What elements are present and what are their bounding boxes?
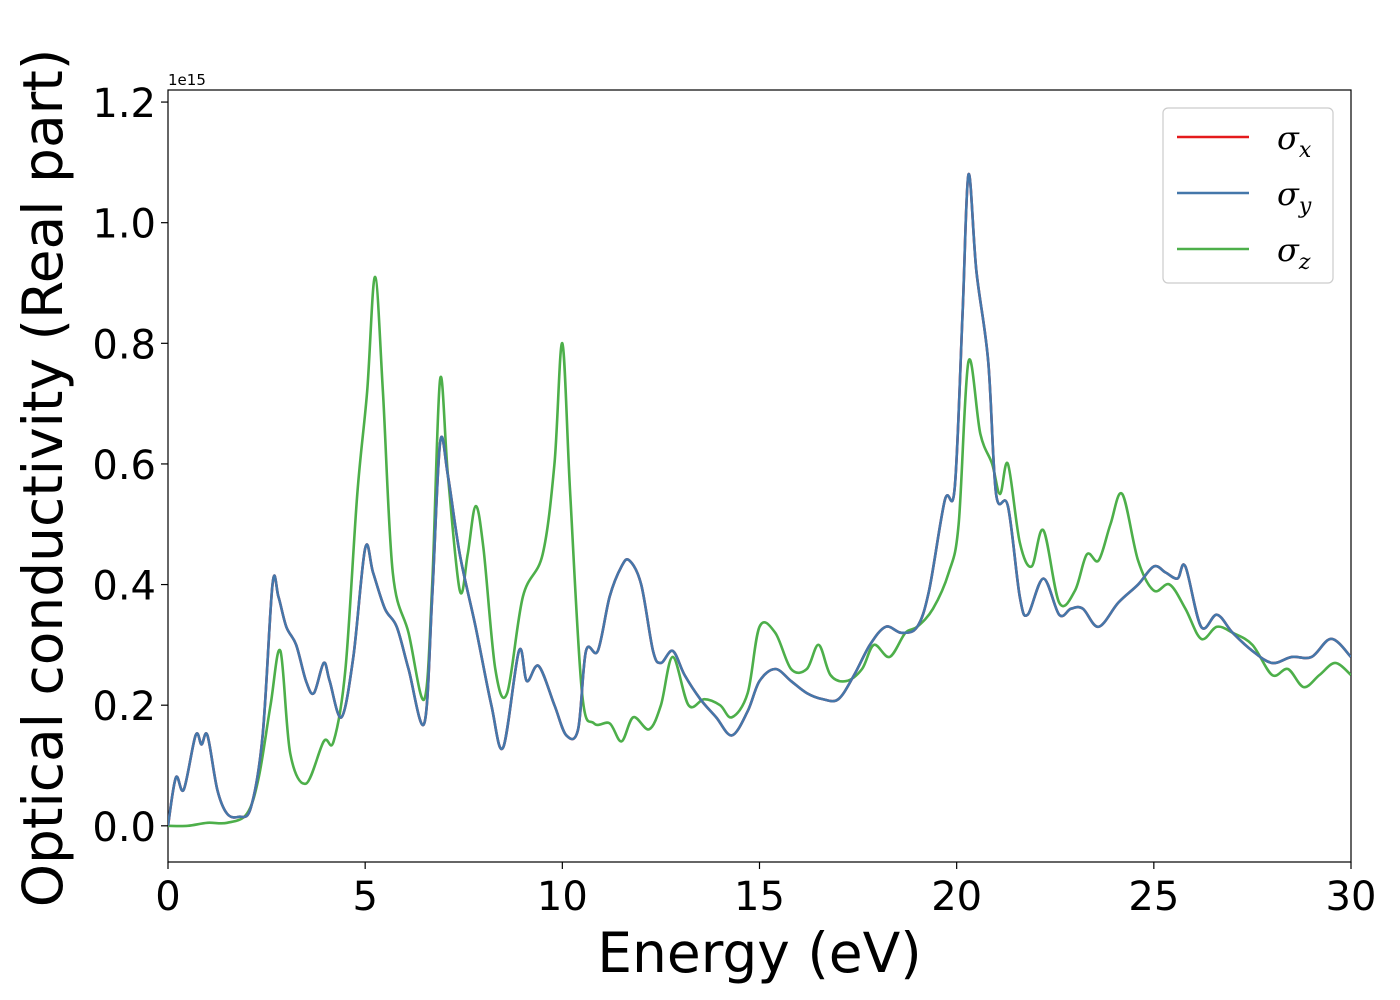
series-layer bbox=[168, 173, 1351, 828]
x-tick-label: 25 bbox=[1128, 874, 1179, 920]
y-tick-label: 0.8 bbox=[92, 322, 156, 368]
x-tick-label: 15 bbox=[734, 874, 785, 920]
y-tick-label: 0.4 bbox=[92, 564, 156, 610]
series-line-z bbox=[168, 275, 1351, 828]
x-tick-label: 20 bbox=[931, 874, 982, 920]
x-tick-label: 0 bbox=[155, 874, 180, 920]
legend-label-z: σz bbox=[1277, 231, 1311, 275]
y-offset-label: 1e15 bbox=[168, 71, 206, 89]
legend-subscript: y bbox=[1298, 194, 1312, 219]
y-tick-label: 0.2 bbox=[92, 684, 156, 730]
legend-subscript: x bbox=[1299, 138, 1312, 163]
x-axis: 0 5 10 15 20 25 30 bbox=[155, 862, 1376, 920]
y-tick-label: 0.0 bbox=[92, 805, 156, 851]
y-tick-label: 0.6 bbox=[92, 443, 156, 489]
legend-box bbox=[1162, 107, 1334, 284]
x-tick-label: 10 bbox=[537, 874, 588, 920]
series-line-y bbox=[168, 173, 1351, 827]
x-tick-label: 30 bbox=[1326, 874, 1377, 920]
y-axis: 0.0 0.2 0.4 0.6 0.8 1.0 1.2 bbox=[92, 81, 168, 851]
y-tick-label: 1.2 bbox=[92, 81, 156, 127]
y-axis-title: Optical conductivity (Real part) bbox=[11, 49, 75, 908]
x-tick-label: 5 bbox=[352, 874, 377, 920]
y-tick-label: 1.0 bbox=[92, 202, 156, 248]
x-axis-title: Energy (eV) bbox=[597, 921, 921, 985]
legend-subscript: z bbox=[1298, 250, 1311, 275]
